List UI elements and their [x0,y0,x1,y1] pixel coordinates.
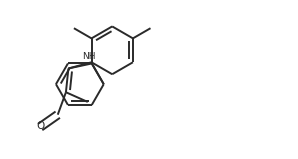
Text: NH: NH [82,52,95,61]
Text: O: O [36,121,44,131]
